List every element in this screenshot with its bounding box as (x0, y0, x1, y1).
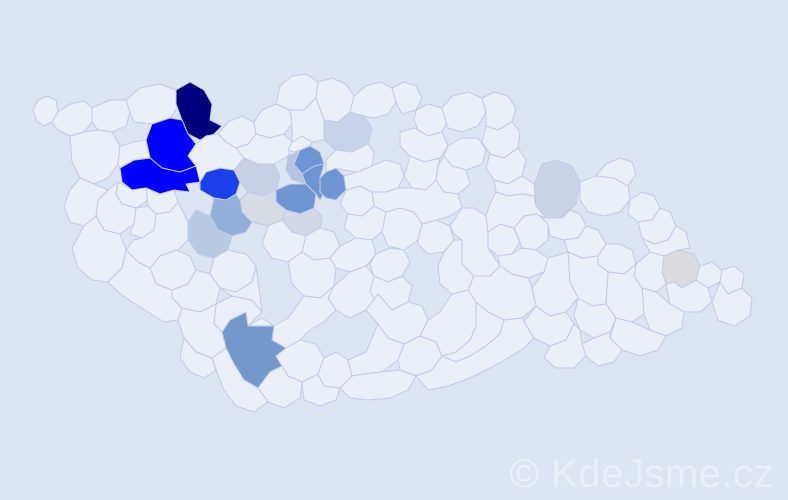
district-filler-s-2[interactable] (220, 266, 262, 312)
district-frydek-mistek[interactable] (712, 282, 752, 326)
district-layer[interactable] (33, 74, 752, 412)
watermark: © KdeJsme.cz (510, 454, 774, 494)
district-tabor-south[interactable] (248, 286, 336, 348)
watermark-text: KdeJsme.cz (551, 452, 774, 496)
district-filler-s-3[interactable] (302, 374, 340, 406)
district-znojmo-east[interactable] (420, 290, 476, 356)
district-kolin-east[interactable] (294, 146, 324, 174)
district-liberec[interactable] (350, 82, 396, 118)
district-cheb[interactable] (52, 101, 92, 136)
district-jesenik[interactable] (596, 158, 636, 186)
district-filler-sw-2[interactable] (108, 250, 182, 322)
district-hodonin-tip[interactable] (544, 324, 586, 368)
district-filler-east-2[interactable] (486, 192, 546, 232)
district-tabor[interactable] (288, 252, 336, 298)
district-jablonec[interactable] (392, 82, 422, 114)
district-filler-n-1[interactable] (290, 98, 324, 142)
district-sokolov[interactable] (92, 100, 130, 132)
district-filler-sw-1[interactable] (126, 202, 188, 268)
district-karlovy-vary-east[interactable] (176, 82, 222, 140)
district-jicin[interactable] (400, 128, 448, 162)
district-mlada-boleslav[interactable] (324, 112, 372, 152)
district-filler-nw-1[interactable] (188, 134, 244, 182)
district-karlovy-vary[interactable] (126, 84, 180, 124)
district-filler-s-5[interactable] (416, 318, 534, 390)
district-filler-s-1[interactable] (180, 338, 216, 378)
district-plzen-sever[interactable] (118, 140, 150, 168)
district-filler-central-2[interactable] (372, 180, 462, 224)
copyright-icon: © (509, 452, 540, 496)
